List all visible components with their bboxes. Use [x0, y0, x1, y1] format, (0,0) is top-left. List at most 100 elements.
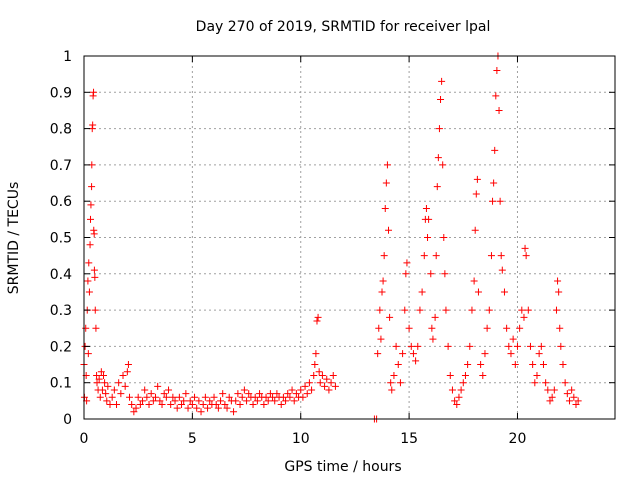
data-point: [119, 371, 127, 379]
data-point: [130, 408, 138, 416]
data-point: [154, 382, 162, 390]
data-point: [559, 361, 567, 369]
data-point: [201, 393, 209, 401]
data-point: [305, 379, 313, 387]
data-point: [182, 390, 190, 398]
data-point: [299, 393, 307, 401]
data-point: [378, 288, 386, 296]
data-point: [434, 154, 442, 162]
data-point: [548, 393, 556, 401]
data-point: [143, 393, 151, 401]
data-point: [416, 306, 424, 314]
x-tick-label: 10: [292, 431, 310, 447]
data-point: [386, 313, 394, 321]
data-point: [444, 342, 452, 350]
data-point: [158, 400, 166, 408]
data-point: [442, 306, 450, 314]
data-point: [225, 393, 233, 401]
data-point: [316, 379, 324, 387]
data-point: [204, 404, 212, 412]
data-point: [156, 397, 164, 405]
data-point: [521, 244, 529, 252]
data-point: [124, 361, 132, 369]
data-point: [132, 404, 140, 412]
data-point: [439, 161, 447, 169]
data-point: [405, 324, 413, 332]
data-point: [323, 375, 331, 383]
data-point: [511, 361, 519, 369]
data-point: [91, 273, 99, 281]
data-point: [479, 371, 487, 379]
data-point: [453, 400, 461, 408]
data-point: [464, 361, 472, 369]
data-point: [91, 306, 99, 314]
data-point: [409, 350, 417, 358]
data-point: [331, 382, 339, 390]
data-point: [303, 390, 311, 398]
data-point: [110, 386, 118, 394]
data-point: [173, 404, 181, 412]
data-point: [489, 197, 497, 205]
data-point: [448, 386, 456, 394]
y-tick-label: 0.2: [50, 339, 72, 355]
data-point: [269, 393, 277, 401]
data-point: [399, 350, 407, 358]
y-tick-label: 0.5: [50, 231, 72, 247]
data-point: [385, 226, 393, 234]
data-point: [555, 288, 563, 296]
data-point: [483, 324, 491, 332]
data-point: [539, 361, 547, 369]
data-point: [427, 270, 435, 278]
data-point: [497, 252, 505, 260]
data-point: [149, 397, 157, 405]
data-point: [503, 324, 511, 332]
data-point: [108, 393, 116, 401]
data-point: [455, 393, 463, 401]
data-point: [524, 306, 532, 314]
data-point: [160, 390, 168, 398]
data-point: [277, 400, 285, 408]
data-point: [496, 197, 504, 205]
data-point: [495, 106, 503, 114]
data-point: [492, 92, 500, 100]
data-point: [396, 379, 404, 387]
data-point: [273, 390, 281, 398]
data-point: [103, 397, 111, 405]
data-point: [377, 335, 385, 343]
data-point: [376, 306, 384, 314]
data-point: [314, 313, 322, 321]
data-point: [533, 371, 541, 379]
data-point: [441, 270, 449, 278]
data-point: [418, 288, 426, 296]
data-point: [87, 201, 95, 209]
data-point: [440, 234, 448, 241]
data-point: [516, 324, 524, 332]
data-point: [236, 400, 244, 408]
data-point: [412, 357, 420, 365]
data-point: [212, 400, 220, 408]
data-points: [80, 52, 582, 423]
data-point: [145, 400, 153, 408]
data-point: [180, 397, 188, 405]
data-point: [507, 350, 515, 358]
data-point: [550, 386, 558, 394]
data-point: [256, 390, 264, 398]
data-point: [136, 400, 144, 408]
data-point: [383, 161, 391, 169]
data-point: [520, 313, 528, 321]
data-point: [97, 368, 105, 376]
data-point: [279, 393, 287, 401]
data-point: [468, 306, 476, 314]
data-point: [466, 342, 474, 350]
data-point: [425, 215, 433, 223]
data-point: [329, 371, 337, 379]
data-point: [199, 400, 207, 408]
data-point: [557, 342, 565, 350]
data-point: [470, 277, 478, 285]
data-point: [446, 371, 454, 379]
data-point: [152, 393, 160, 401]
data-point: [556, 324, 564, 332]
data-point: [271, 397, 279, 405]
data-point: [219, 390, 227, 398]
grid: [84, 56, 615, 419]
